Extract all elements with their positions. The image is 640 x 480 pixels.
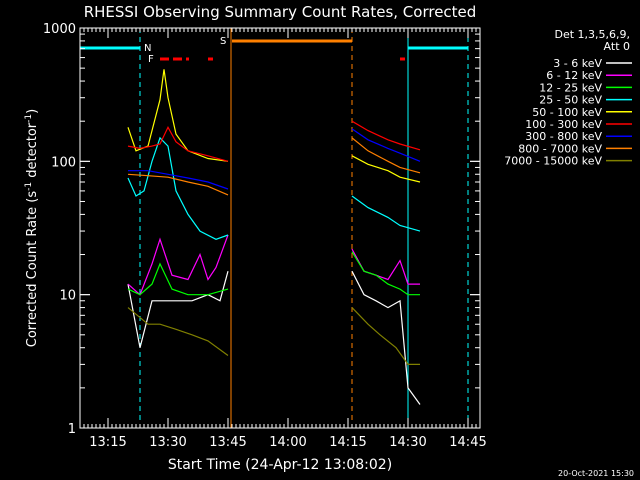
y-axis-label: Corrected Count Rate (s-1 detector-1) (24, 109, 40, 347)
legend-header-line2: Att 0 (604, 40, 630, 53)
legend-label: 25 - 50 keV (539, 94, 602, 107)
x-tick-label: 13:45 (209, 435, 246, 450)
timestamp: 20-Oct-2021 15:30 (558, 469, 634, 478)
x-axis: 13:15 13:30 13:45 14:00 14:15 14:30 14:45 (83, 28, 487, 450)
y-tick-label: 1 (68, 422, 76, 437)
series-line-6-seg2 (351, 128, 421, 162)
x-tick-label: 14:15 (329, 435, 366, 450)
night-flag-label: N (144, 43, 151, 54)
legend-label: 300 - 800 keV (525, 130, 602, 143)
series-line-6-seg1 (128, 170, 229, 190)
series-line-2-seg2 (351, 251, 420, 296)
x-axis-label: Start Time (24-Apr-12 13:08:02) (168, 457, 392, 473)
series-lines (127, 69, 421, 405)
legend-label: 3 - 6 keV (553, 57, 602, 70)
legend-label: 100 - 300 keV (525, 118, 602, 131)
series-line-1-seg1 (127, 234, 229, 296)
series-line-0-seg1 (127, 271, 229, 348)
legend-header-line1: Det 1,3,5,6,9, (554, 28, 630, 41)
series-line-4-seg2 (351, 155, 421, 183)
series-line-0-seg2 (351, 270, 421, 405)
series-line-8-seg1 (127, 307, 229, 356)
series-line-5-seg1 (127, 125, 229, 162)
series-line-8-seg2 (351, 307, 420, 365)
y-axis: 1 10 100 1000 (43, 22, 480, 437)
series-line-3-seg1 (127, 136, 229, 240)
legend-label: 6 - 12 keV (546, 69, 602, 82)
flare-flag-label: F (148, 54, 154, 65)
saa-flag-label: S (220, 36, 226, 47)
series-line-5-seg2 (351, 120, 421, 151)
series-line-3-seg2 (351, 195, 421, 232)
x-tick-label: 13:15 (89, 435, 126, 450)
series-line-7-seg2 (351, 137, 421, 174)
y-tick-label: 10 (59, 289, 76, 304)
legend-label: 12 - 25 keV (539, 81, 602, 94)
legend-label: 50 - 100 keV (532, 106, 602, 119)
legend-label: 7000 - 15000 keV (504, 155, 602, 168)
y-tick-label: 100 (51, 155, 76, 170)
x-tick-label: 13:30 (149, 435, 186, 450)
flag-bars: FS (148, 28, 405, 428)
series-line-2-seg1 (127, 262, 229, 296)
chart-title: RHESSI Observing Summary Count Rates, Co… (84, 3, 477, 21)
x-tick-label: 14:00 (269, 435, 306, 450)
y-tick-label: 1000 (43, 22, 76, 37)
legend-label: 800 - 7000 keV (518, 142, 602, 155)
x-tick-label: 14:45 (449, 435, 486, 450)
x-tick-label: 14:30 (389, 435, 426, 450)
series-line-7-seg1 (127, 173, 229, 196)
